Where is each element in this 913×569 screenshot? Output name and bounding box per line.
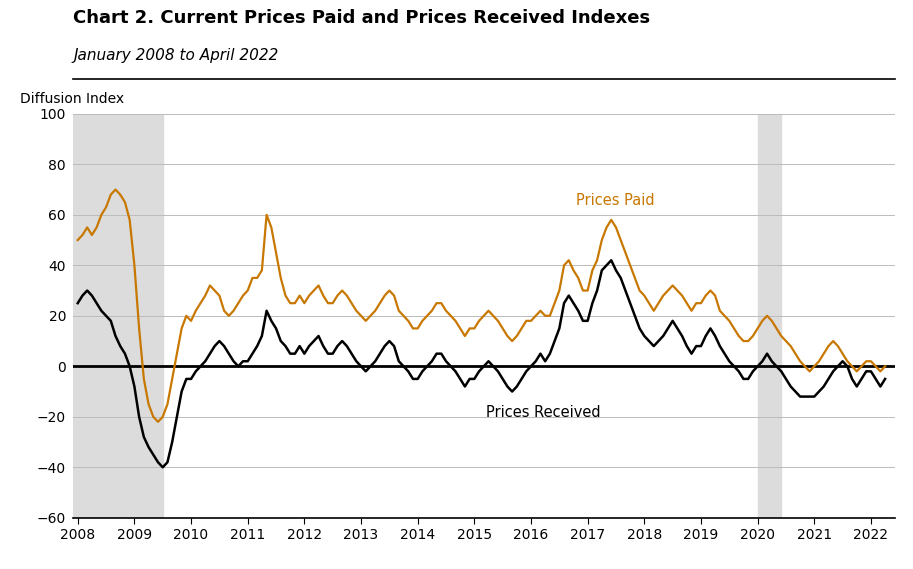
Bar xyxy=(758,114,782,518)
Text: Chart 2. Current Prices Paid and Prices Received Indexes: Chart 2. Current Prices Paid and Prices … xyxy=(73,9,650,27)
Text: Prices Paid: Prices Paid xyxy=(576,193,655,208)
Text: January 2008 to April 2022: January 2008 to April 2022 xyxy=(73,48,278,63)
Bar xyxy=(73,114,163,518)
Text: Prices Received: Prices Received xyxy=(486,405,601,420)
Text: Diffusion Index: Diffusion Index xyxy=(19,92,124,106)
